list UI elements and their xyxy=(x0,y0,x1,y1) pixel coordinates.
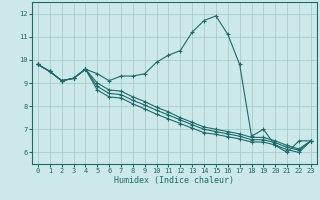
X-axis label: Humidex (Indice chaleur): Humidex (Indice chaleur) xyxy=(115,176,234,185)
